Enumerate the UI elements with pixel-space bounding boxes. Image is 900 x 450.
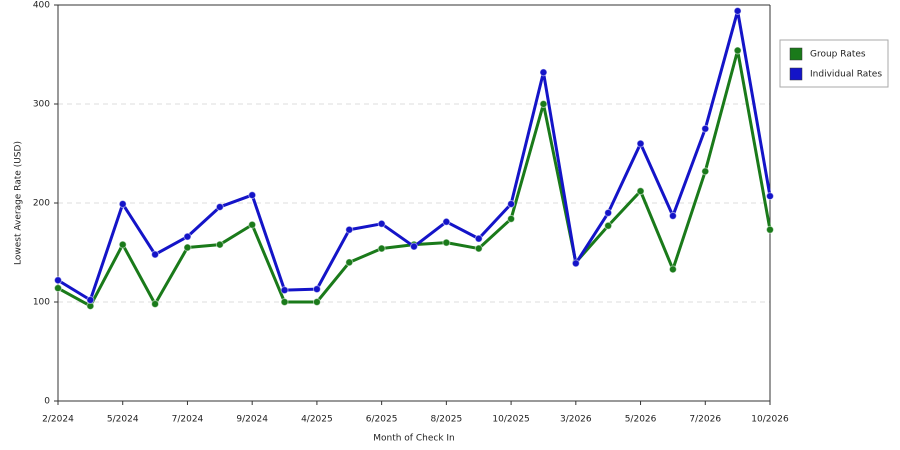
data-point bbox=[86, 296, 95, 305]
data-point bbox=[766, 225, 774, 234]
data-point bbox=[377, 244, 386, 253]
data-point bbox=[345, 225, 354, 234]
data-point bbox=[183, 232, 192, 241]
x-axis-label: Month of Check In bbox=[373, 434, 455, 444]
x-tick-label: 10/2026 bbox=[751, 415, 789, 425]
data-point bbox=[733, 46, 742, 55]
data-point bbox=[571, 259, 580, 268]
x-tick-label: 2/2024 bbox=[42, 415, 74, 425]
y-axis-label: Lowest Average Rate (USD) bbox=[14, 141, 24, 265]
data-point bbox=[410, 242, 418, 251]
legend-swatch bbox=[789, 67, 803, 81]
data-point bbox=[604, 221, 613, 230]
data-point bbox=[539, 100, 548, 108]
data-point bbox=[474, 244, 483, 253]
data-point bbox=[183, 243, 192, 252]
data-point bbox=[151, 250, 160, 259]
data-point bbox=[215, 240, 224, 249]
x-tick-label: 3/2026 bbox=[560, 415, 592, 425]
data-point bbox=[733, 6, 742, 15]
data-point bbox=[248, 220, 257, 229]
data-point bbox=[636, 139, 645, 148]
series-line bbox=[57, 9, 772, 302]
x-tick-label: 7/2026 bbox=[689, 415, 721, 425]
x-tick-label: 4/2025 bbox=[301, 415, 333, 425]
data-point bbox=[668, 211, 677, 220]
data-point bbox=[118, 199, 127, 208]
data-point bbox=[312, 285, 321, 294]
y-tick-label: 300 bbox=[33, 100, 50, 110]
legend-swatch bbox=[789, 47, 803, 61]
data-point bbox=[507, 199, 516, 208]
data-point bbox=[312, 298, 321, 306]
data-point bbox=[280, 286, 289, 295]
data-point bbox=[215, 202, 224, 211]
legend-label: Group Rates bbox=[810, 50, 866, 60]
data-point bbox=[54, 284, 62, 293]
y-tick-label: 400 bbox=[33, 1, 50, 11]
data-point bbox=[701, 167, 710, 176]
data-point bbox=[766, 192, 774, 201]
data-point bbox=[151, 299, 160, 308]
x-tick-label: 9/2024 bbox=[236, 415, 268, 425]
x-tick-label: 7/2024 bbox=[172, 415, 204, 425]
data-point bbox=[604, 208, 613, 217]
y-tick-label: 200 bbox=[33, 199, 50, 209]
data-point bbox=[701, 124, 710, 133]
y-tick-label: 100 bbox=[33, 298, 50, 308]
x-tick-label: 6/2025 bbox=[366, 415, 398, 425]
x-tick-label: 5/2024 bbox=[107, 415, 139, 425]
data-point bbox=[54, 276, 62, 285]
y-tick-label: 0 bbox=[44, 397, 50, 407]
data-point bbox=[442, 238, 451, 247]
data-point bbox=[280, 298, 289, 306]
data-point bbox=[118, 240, 127, 249]
x-tick-label: 10/2025 bbox=[492, 415, 529, 425]
data-point bbox=[248, 191, 257, 200]
data-point bbox=[636, 187, 645, 196]
data-point bbox=[345, 258, 354, 267]
data-point bbox=[442, 217, 451, 226]
data-point bbox=[539, 68, 548, 77]
data-point bbox=[474, 234, 483, 243]
x-tick-label: 8/2025 bbox=[431, 415, 463, 425]
legend-label: Individual Rates bbox=[810, 70, 882, 80]
data-point bbox=[668, 265, 677, 274]
x-tick-label: 5/2026 bbox=[625, 415, 657, 425]
data-point bbox=[377, 219, 386, 228]
data-point bbox=[507, 214, 516, 223]
series-line bbox=[57, 49, 772, 308]
